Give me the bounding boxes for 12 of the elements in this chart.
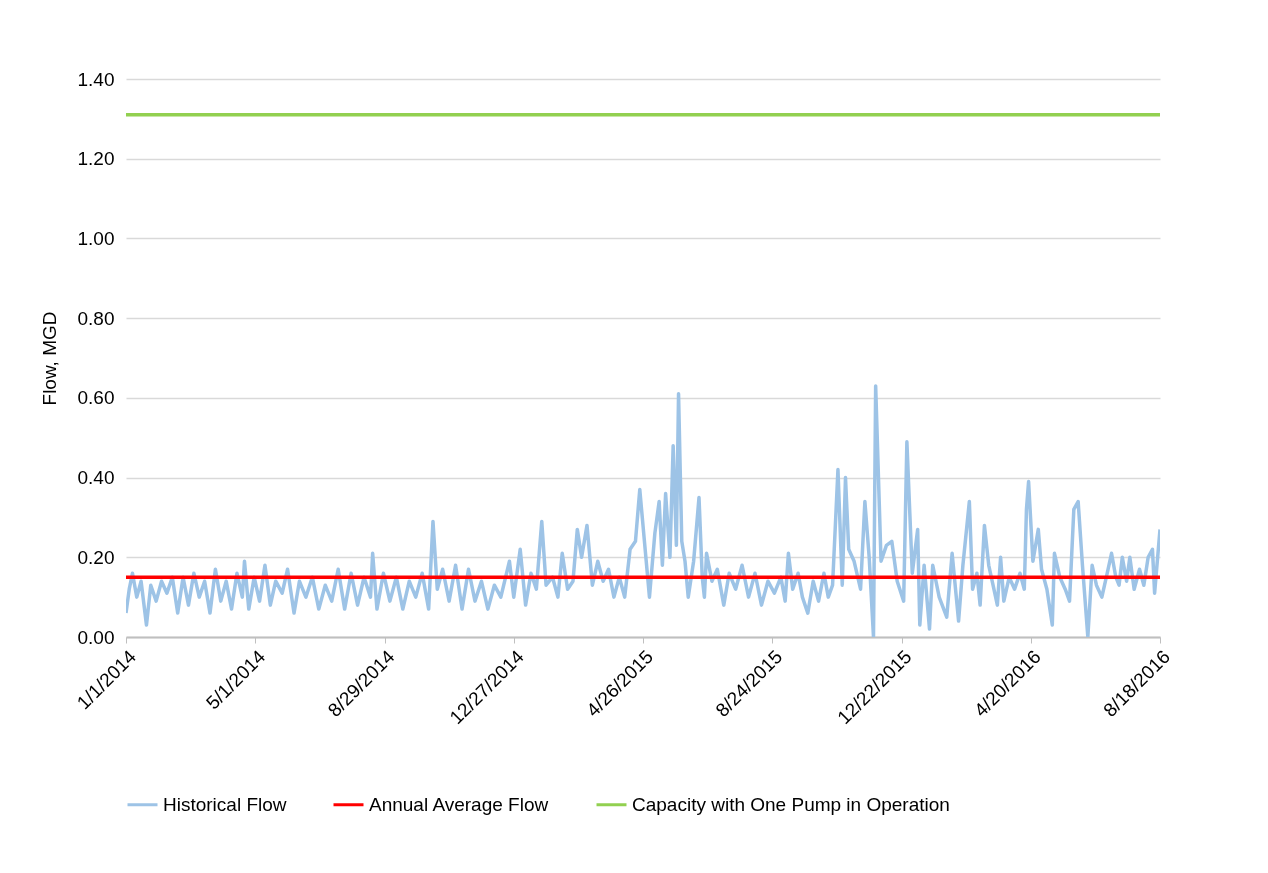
y-tick-label: 0.80 [77,307,115,329]
y-tick-label: 1.20 [77,148,115,170]
y-tick-label: 0.40 [77,467,115,489]
legend-label: Annual Average Flow [369,793,549,815]
y-tick-label: 0.00 [77,626,115,648]
y-tick-label: 1.40 [77,68,115,90]
legend-label: Historical Flow [163,793,287,815]
y-tick-label: 0.60 [77,387,115,409]
y-tick-label: 1.00 [77,227,115,249]
y-tick-label: 0.20 [77,546,115,568]
y-axis-title: Flow, MGD [38,311,60,406]
legend-label: Capacity with One Pump in Operation [632,793,950,815]
